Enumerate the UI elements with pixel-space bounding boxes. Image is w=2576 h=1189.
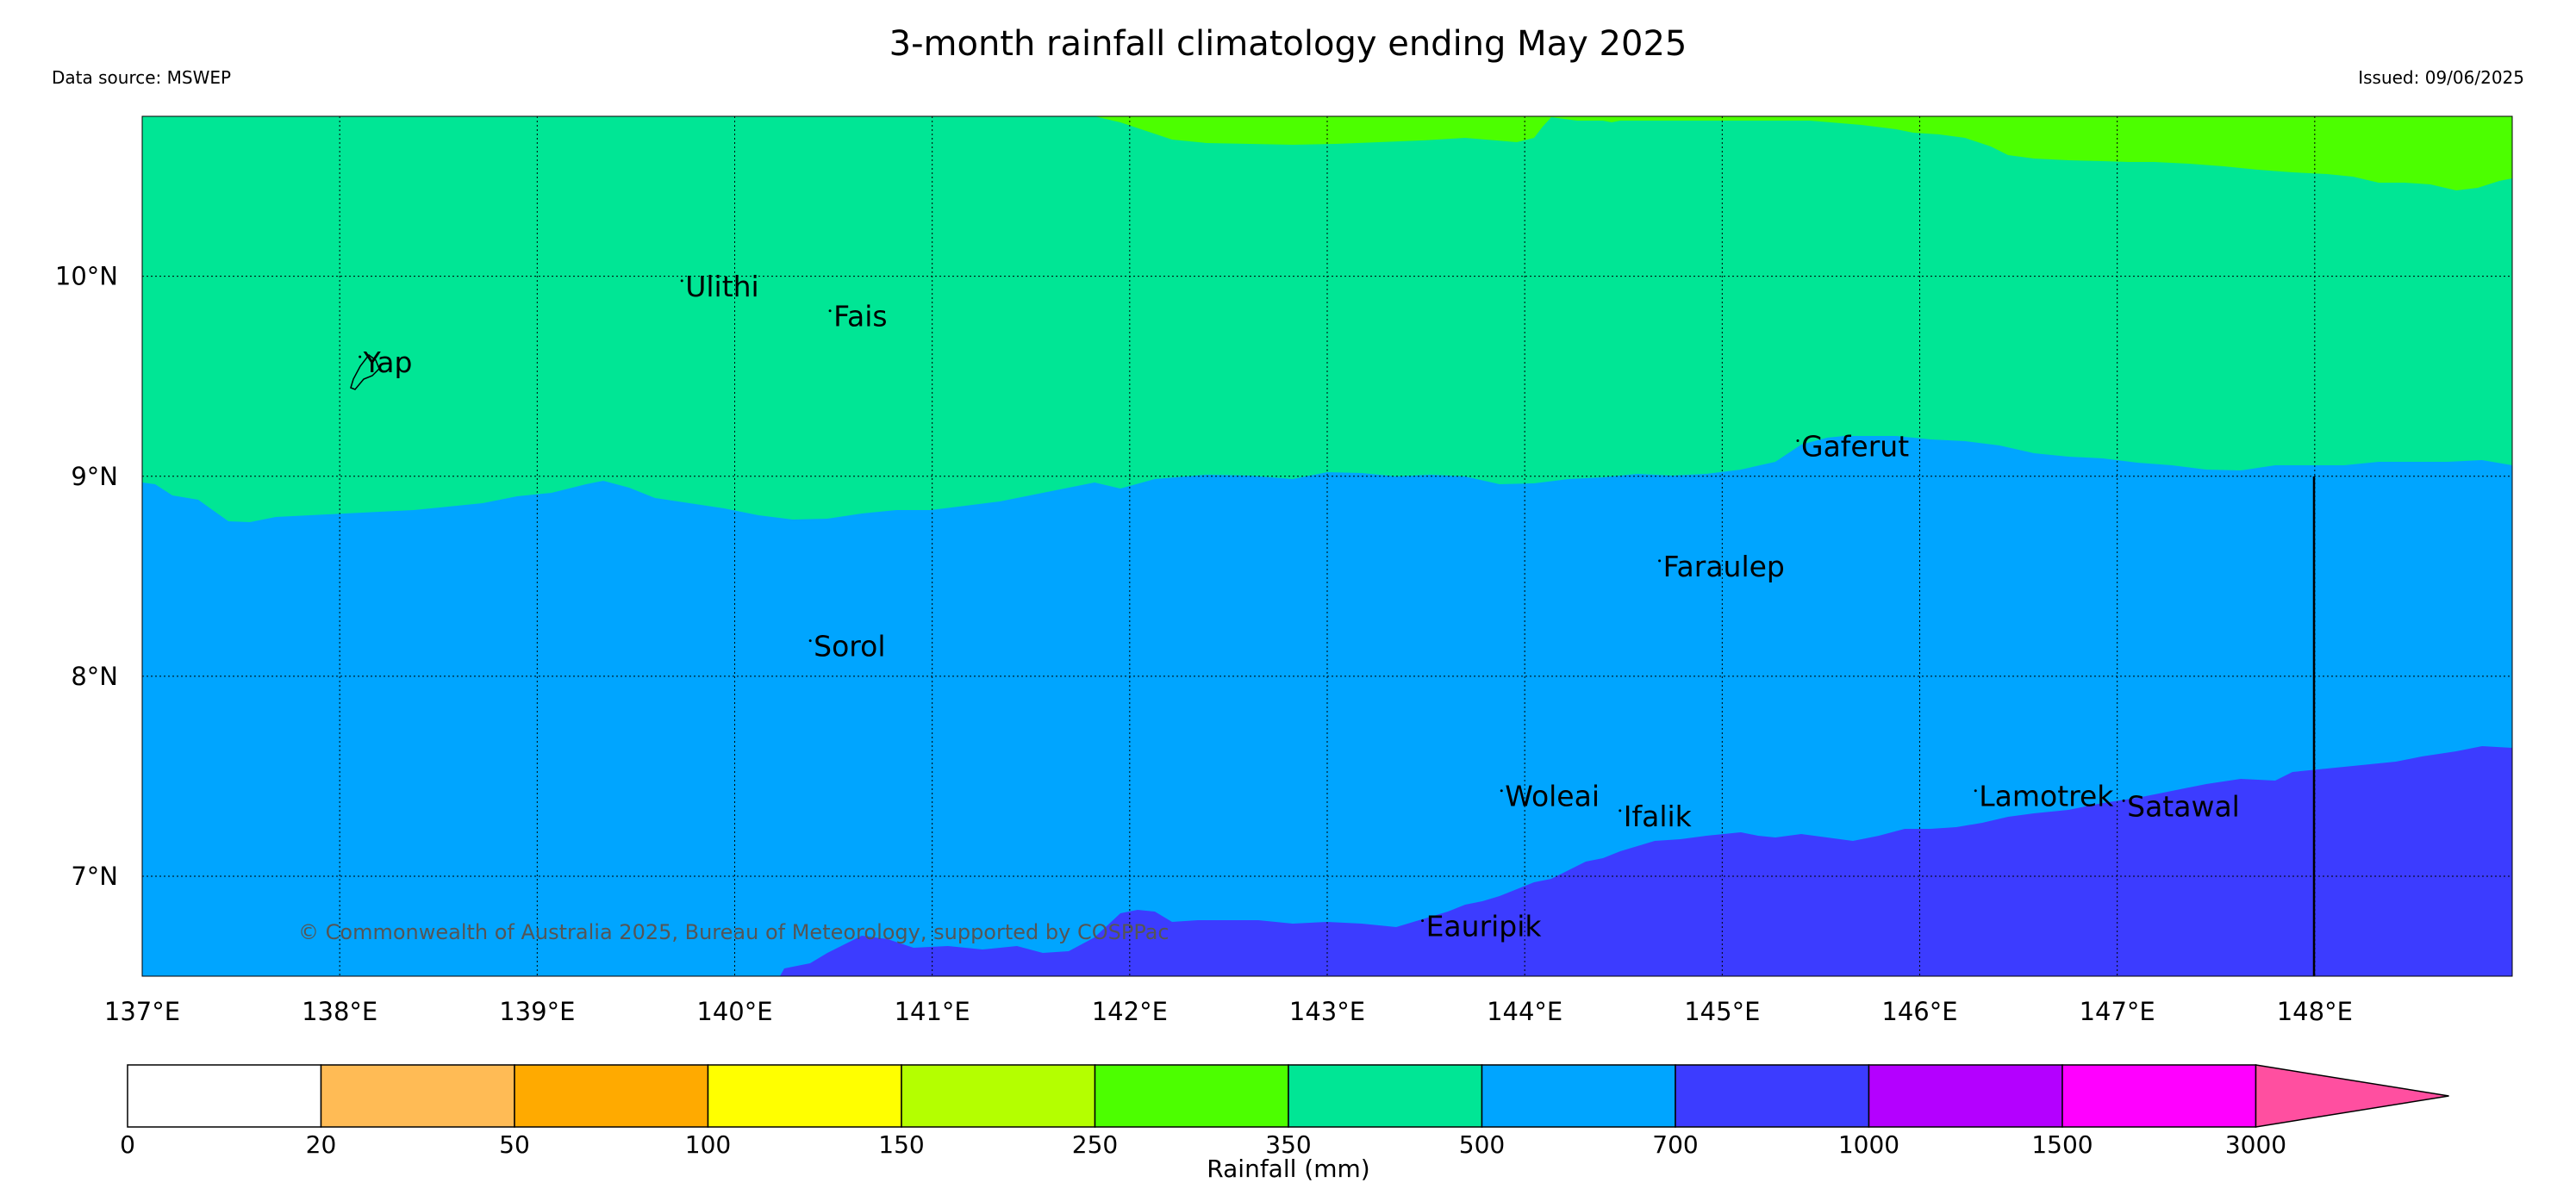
island-marker <box>359 355 362 358</box>
lon-tick-label: 148°E <box>2277 997 2353 1026</box>
place-label-ulithi: Ulithi <box>685 270 759 303</box>
colorbar-tick-label: 1500 <box>2031 1130 2093 1159</box>
island-marker <box>1796 439 1799 443</box>
copyright-notice: © Commonwealth of Australia 2025, Bureau… <box>298 920 1169 944</box>
lon-tick-label: 141°E <box>895 997 970 1026</box>
colorbar-segment <box>320 1064 515 1128</box>
colorbar-segment <box>1481 1064 1676 1128</box>
lon-tick-label: 144°E <box>1487 997 1562 1026</box>
colorbar-tick-label: 500 <box>1459 1130 1505 1159</box>
latitude-tick-labels: 10°N 9°N 8°N 7°N <box>55 262 118 891</box>
place-label-fais: Fais <box>833 300 888 333</box>
colorbar-label: Rainfall (mm) <box>1207 1155 1369 1183</box>
lat-tick-label: 10°N <box>55 262 118 291</box>
island-marker <box>1421 919 1425 923</box>
lat-tick-label: 7°N <box>71 862 118 891</box>
place-label-woleai: Woleai <box>1505 780 1600 813</box>
yap-island-outline <box>350 353 380 390</box>
colorbar-segment <box>2061 1064 2257 1128</box>
colorbar-segment <box>1094 1064 1289 1128</box>
lon-tick-label: 139°E <box>499 997 575 1026</box>
lon-tick-label: 142°E <box>1092 997 1168 1026</box>
colorbar-tick-label: 3000 <box>2225 1130 2286 1159</box>
island-marker <box>2122 799 2125 802</box>
lon-tick-label: 143°E <box>1289 997 1365 1026</box>
issued-date-label: Issued: 09/06/2025 <box>2358 67 2524 88</box>
map-title: 3-month rainfall climatology ending May … <box>889 24 1687 64</box>
colorbar-tick-label: 100 <box>685 1130 731 1159</box>
island-marker <box>1658 559 1662 563</box>
colorbar-segment <box>1868 1064 2063 1128</box>
lon-tick-label: 140°E <box>696 997 772 1026</box>
data-source-label: Data source: MSWEP <box>52 67 232 88</box>
lon-tick-label: 137°E <box>104 997 180 1026</box>
colorbar-segment <box>1288 1064 1483 1128</box>
lon-tick-label: 147°E <box>2080 997 2155 1026</box>
place-label-satawal: Satawal <box>2127 789 2240 823</box>
colorbar-tick-label: 0 <box>120 1130 135 1159</box>
colorbar-segment <box>127 1064 322 1128</box>
place-label-faraulep: Faraulep <box>1663 550 1785 583</box>
map-gridlines <box>142 116 2512 976</box>
lon-tick-label: 146°E <box>1881 997 1957 1026</box>
colorbar-tick-label: 250 <box>1072 1130 1118 1159</box>
colorbar-tick-label: 700 <box>1652 1130 1698 1159</box>
colorbar-segment <box>707 1064 902 1128</box>
island-marker <box>680 279 683 283</box>
island-marker <box>1974 789 1977 793</box>
colorbar-segment <box>901 1064 1096 1128</box>
colorbar-tick-label: 350 <box>1265 1130 1311 1159</box>
longitude-tick-labels: 137°E 138°E 139°E 140°E 141°E 142°E 143°E 144°E… <box>104 997 2353 1026</box>
zone-700-1000 <box>780 746 2512 976</box>
colorbar-extend-arrow <box>2255 1064 2449 1128</box>
colorbar-tick-label: 1000 <box>1838 1130 1899 1159</box>
lat-tick-label: 9°N <box>71 462 118 491</box>
lat-tick-label: 8°N <box>71 662 118 691</box>
island-marker <box>828 309 832 313</box>
colorbar-tick-label: 150 <box>878 1130 924 1159</box>
place-label-gaferut: Gaferut <box>1801 430 1909 464</box>
lon-tick-label: 145°E <box>1684 997 1760 1026</box>
place-label-yap: Yap <box>363 345 413 379</box>
place-label-sorol: Sorol <box>814 630 885 663</box>
place-label-lamotrek: Lamotrek <box>1979 780 2114 813</box>
island-outlines <box>350 353 380 390</box>
place-label-eauripik: Eauripik <box>1426 910 1543 943</box>
island-marker <box>808 639 812 643</box>
island-marker <box>1500 789 1503 793</box>
colorbar-segment <box>1675 1064 1870 1128</box>
zone-250-350 <box>1095 116 2512 190</box>
place-labels: Ulithi Fais Yap Gaferut Faraulep Sorol Woleai I… <box>359 270 2240 943</box>
lon-tick-label: 138°E <box>302 997 377 1026</box>
colorbar-tick-label: 50 <box>499 1130 530 1159</box>
rainfall-zones <box>142 116 2512 976</box>
place-label-ifalik: Ifalik <box>1624 800 1693 833</box>
colorbar-segment <box>514 1064 709 1128</box>
colorbar-tick-label: 20 <box>306 1130 337 1159</box>
colorbar: 0 20 50 100 150 250 350 500 700 1000 1500 3000 <box>120 1064 2449 1159</box>
island-marker <box>1619 809 1622 812</box>
